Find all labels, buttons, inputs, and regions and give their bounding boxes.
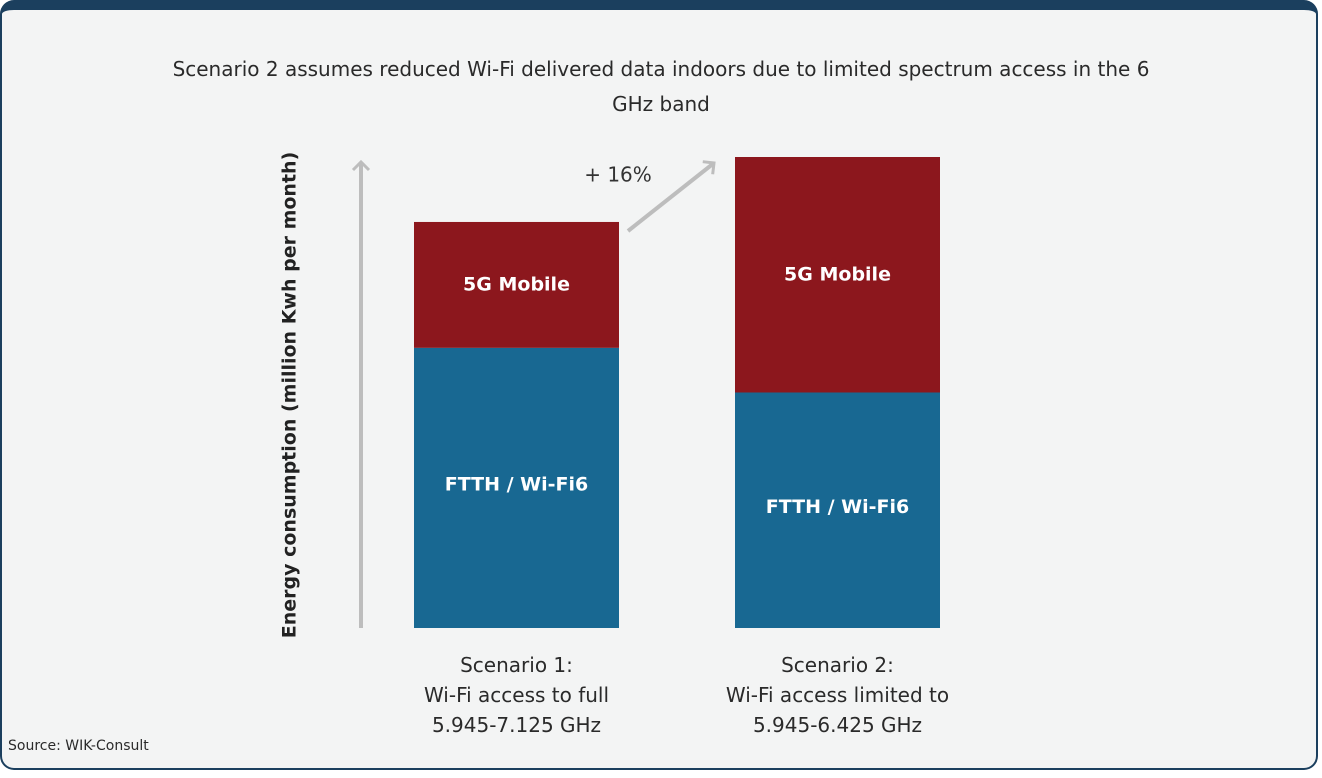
x-tick-label: Scenario 2: Wi-Fi access limited to 5.94…: [725, 653, 950, 737]
segment-label: 5G Mobile: [784, 263, 891, 285]
y-axis-label: Energy consumption (million Kwh per mont…: [279, 152, 301, 639]
x-tick-label: Scenario 1: Wi-Fi access to full 5.945-7…: [423, 653, 610, 737]
source-note: Source: WIK-Consult: [8, 738, 149, 754]
segment-label: 5G Mobile: [463, 273, 570, 295]
bar-segment: [414, 347, 619, 628]
annotation: + 16%: [584, 163, 652, 187]
chart-title: Scenario 2 assumes reduced Wi-Fi deliver…: [172, 57, 1150, 116]
segment-label: FTTH / Wi-Fi6: [445, 473, 588, 495]
segment-label: FTTH / Wi-Fi6: [766, 496, 909, 518]
growth-arrow: [626, 160, 716, 233]
bar-segment: [735, 392, 940, 628]
bar-segment: [735, 157, 940, 393]
bar-segment: [414, 221, 619, 348]
